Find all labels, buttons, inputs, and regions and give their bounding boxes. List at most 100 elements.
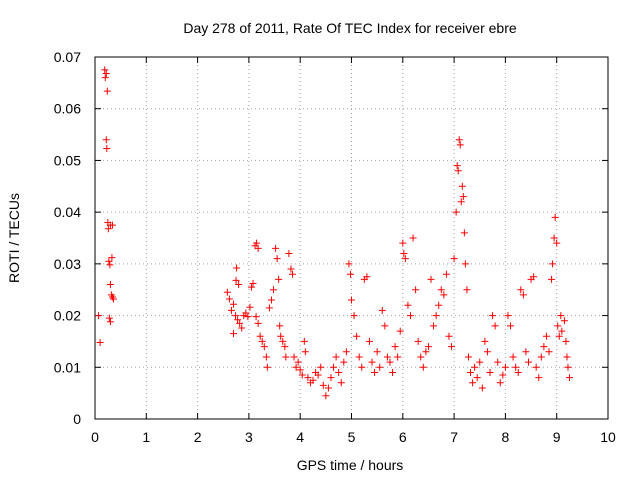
data-point [440, 291, 448, 299]
data-point [555, 332, 563, 340]
x-axis-label: GPS time / hours [297, 457, 404, 473]
data-point [363, 273, 371, 281]
data-point [350, 312, 358, 320]
data-point [464, 353, 472, 361]
data-point [324, 384, 332, 392]
data-point [458, 182, 466, 190]
data-point [400, 250, 408, 258]
data-points [95, 66, 574, 400]
y-tick-label: 0 [73, 411, 81, 427]
data-point [273, 255, 281, 263]
data-point [442, 270, 450, 278]
x-tick-label: 10 [600, 429, 616, 445]
data-point [391, 343, 399, 351]
data-point [457, 198, 465, 206]
data-point [424, 343, 432, 351]
data-point [459, 193, 467, 201]
data-point [348, 296, 355, 304]
y-tick-label: 0.05 [54, 152, 81, 168]
data-point [106, 261, 114, 269]
data-point [109, 295, 117, 303]
data-point [476, 358, 484, 366]
data-point [322, 392, 330, 400]
data-point [365, 337, 373, 345]
data-point [353, 332, 361, 340]
data-point [532, 363, 540, 371]
tick-labels: 0 1 2 3 4 5 6 7 8 9 10 0 0.01 0.02 0.03 0.04 0.05 0.06 0.0… [54, 49, 616, 445]
data-point [548, 275, 556, 283]
data-point [287, 265, 295, 273]
data-point [252, 313, 260, 321]
data-point [427, 275, 435, 283]
data-point [383, 353, 391, 361]
data-point [562, 337, 570, 345]
data-point [501, 363, 509, 371]
data-point [234, 316, 242, 324]
data-point [276, 322, 284, 330]
data-point [249, 280, 257, 288]
data-point [537, 353, 545, 361]
data-point [514, 368, 522, 376]
y-tick-label: 0.02 [54, 308, 81, 324]
data-point [450, 255, 458, 263]
data-point [104, 225, 112, 233]
data-point [461, 260, 469, 268]
y-tick-label: 0.03 [54, 256, 81, 272]
data-point [254, 319, 262, 327]
data-point [491, 322, 499, 330]
data-point [337, 379, 345, 387]
data-point [254, 244, 262, 252]
x-tick-label: 0 [91, 429, 99, 445]
data-point [373, 348, 381, 356]
data-point [486, 368, 494, 376]
data-point [304, 374, 312, 382]
data-point [265, 304, 273, 312]
data-point [281, 343, 289, 351]
data-point [342, 348, 350, 356]
data-point [258, 337, 266, 345]
data-point [463, 286, 471, 294]
data-point [355, 353, 363, 361]
data-point [272, 244, 280, 252]
y-axis-label: ROTI / TECUs [6, 193, 22, 283]
data-point [549, 260, 557, 268]
y-tick-label: 0.06 [54, 101, 81, 117]
data-point [542, 332, 550, 340]
data-point [314, 371, 322, 379]
data-point [309, 376, 317, 384]
data-point [494, 358, 502, 366]
grid-lines [95, 57, 608, 419]
data-point [512, 363, 520, 371]
data-point [105, 257, 113, 265]
data-point [327, 374, 335, 382]
data-point [101, 66, 109, 74]
data-point [285, 250, 293, 258]
data-point [235, 281, 243, 289]
data-point [262, 353, 270, 361]
data-point [471, 363, 479, 371]
data-point [227, 306, 235, 314]
data-point [455, 136, 463, 144]
data-point [551, 213, 559, 221]
data-point [454, 167, 462, 175]
data-point [330, 363, 338, 371]
data-point [399, 239, 407, 247]
data-point [524, 358, 532, 366]
data-point [317, 363, 325, 371]
data-point [244, 313, 252, 321]
data-point [452, 208, 460, 216]
data-point [560, 317, 568, 325]
data-point [554, 322, 562, 330]
data-point [489, 312, 497, 320]
data-point [496, 379, 504, 387]
data-point [294, 358, 302, 366]
data-point [263, 363, 271, 371]
data-point [566, 374, 574, 382]
data-point [419, 363, 427, 371]
data-point [467, 368, 475, 376]
data-point [414, 337, 422, 345]
data-point [517, 286, 525, 294]
data-point [432, 312, 440, 320]
y-tick-label: 0.07 [54, 49, 81, 65]
